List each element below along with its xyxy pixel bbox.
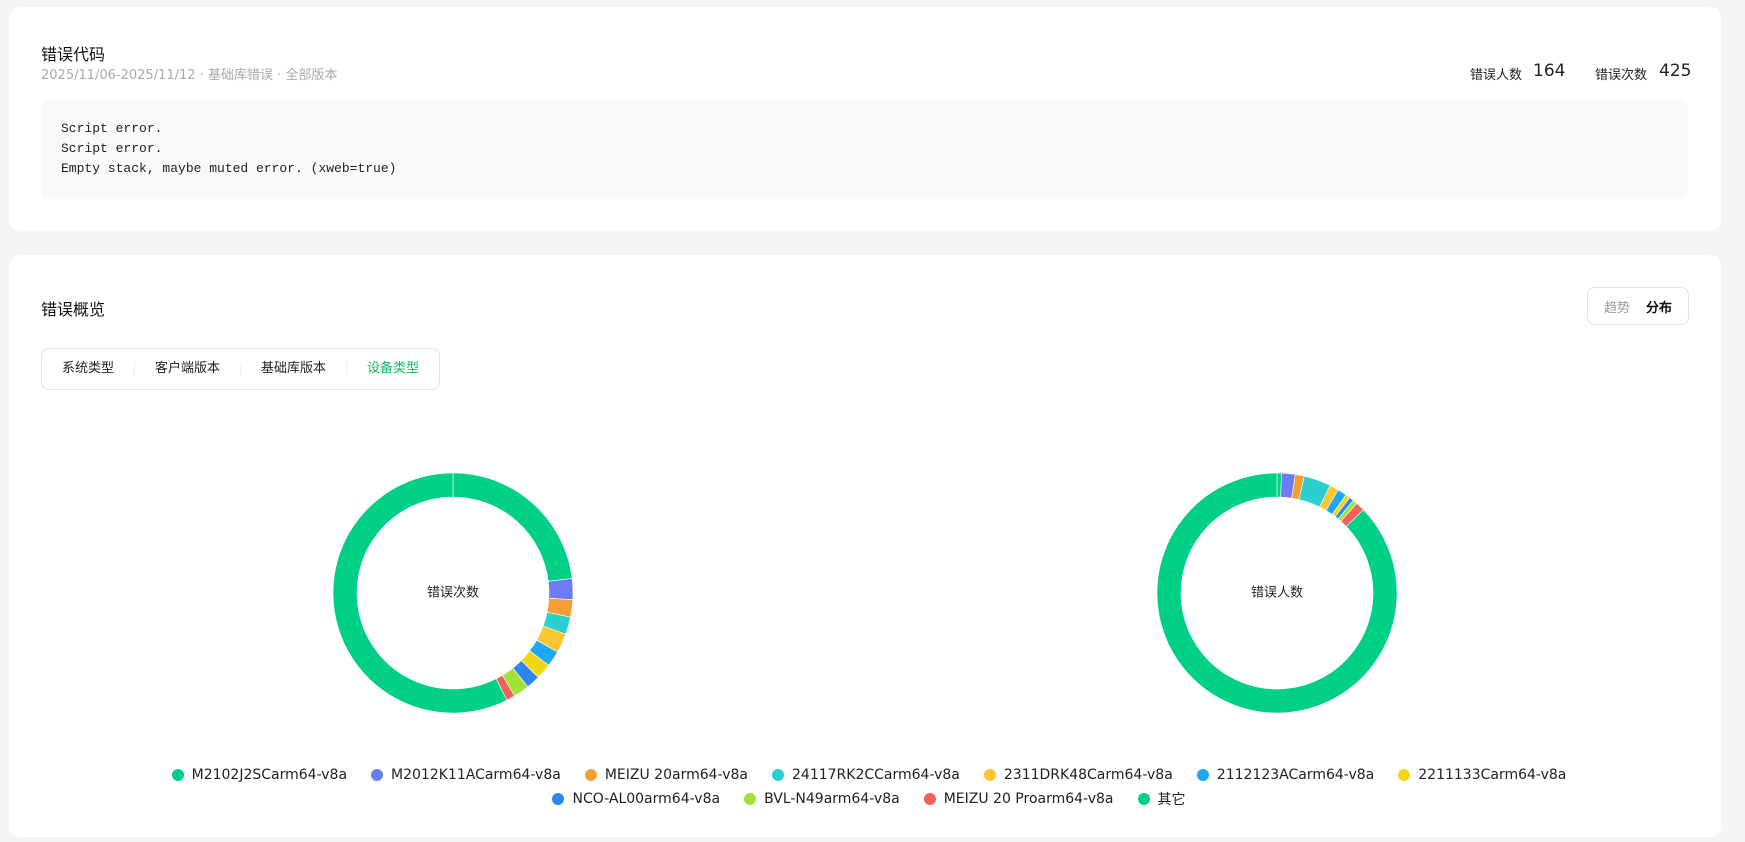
code-block: Script error. Script error. Empty stack,…	[41, 100, 1688, 199]
legend-label: 24117RK2CCarm64-v8a	[792, 767, 960, 783]
legend-label: BVL-N49arm64-v8a	[764, 791, 900, 807]
legend: M2102J2SCarm64-v8a M2012K11ACarm64-v8a MEI…	[69, 767, 1669, 809]
card-subtitle: 2025/11/06-2025/11/12 · 基础库错误 · 全部版本	[41, 68, 338, 83]
stat-label: 错误人数	[1470, 68, 1523, 83]
legend-item[interactable]: MEIZU 20 Proarm64-v8a	[923, 789, 1114, 809]
legend-label: M2012K11ACarm64-v8a	[391, 767, 561, 783]
legend-item[interactable]: BVL-N49arm64-v8a	[744, 789, 900, 809]
legend-label: 2211133Carm64-v8a	[1418, 767, 1567, 783]
legend-dot	[584, 769, 597, 781]
legend-label: 2311DRK48Carm64-v8a	[1003, 767, 1173, 783]
section-title: 错误概览	[41, 300, 106, 319]
chart: 错误次数 错误人数	[332, 472, 1398, 714]
code-line: Script error.	[61, 141, 163, 156]
legend-label: 其它	[1157, 792, 1186, 808]
legend-dot	[1137, 793, 1150, 805]
legend-item[interactable]: 2311DRK48Carm64-v8a	[983, 767, 1173, 783]
stat-value: 425	[1659, 61, 1692, 81]
tab[interactable]: 客户端版本	[135, 362, 242, 376]
legend-item[interactable]: NCO-AL00arm64-v8a	[552, 789, 720, 809]
legend-item[interactable]: 2211133Carm64-v8a	[1398, 767, 1566, 783]
stat-value: 164	[1533, 61, 1566, 81]
toggle-option[interactable]: 趋势	[1603, 300, 1630, 316]
legend-item[interactable]: M2012K11ACarm64-v8a	[371, 767, 561, 783]
donut-label: 错误次数	[427, 585, 479, 601]
legend-dot	[171, 769, 184, 781]
legend-dot	[552, 793, 565, 805]
tab[interactable]: 设备类型	[367, 361, 420, 376]
overview-card: 错误概览 趋势 分布 系统类型 客户端版本 基础库版本 设备类型 错误次数 错误人数 M2…	[9, 255, 1721, 837]
legend-item[interactable]: 24117RK2CCarm64-v8a	[772, 767, 960, 783]
code-line: Empty stack, maybe muted error. (xweb=tr…	[61, 161, 397, 176]
tab-bar: 系统类型 客户端版本 基础库版本 设备类型	[41, 348, 441, 390]
legend-item[interactable]: 2112123ACarm64-v8a	[1196, 767, 1375, 783]
view-toggle: 趋势 分布	[1586, 287, 1689, 325]
legend-dot	[772, 769, 784, 781]
donut-slice	[547, 578, 574, 600]
legend-label: 2112123ACarm64-v8a	[1216, 767, 1375, 783]
legend-dot	[1398, 769, 1411, 781]
legend-dot	[744, 793, 757, 805]
donut-label: 错误人数	[1251, 586, 1303, 601]
legend-label: NCO-AL00arm64-v8a	[572, 791, 721, 807]
tab[interactable]: 系统类型	[42, 362, 136, 376]
legend-label: M2102J2SCarm64-v8a	[191, 767, 348, 783]
donut-slice	[1156, 472, 1398, 714]
donut-slice	[452, 472, 573, 582]
code-line: Script error.	[61, 121, 163, 136]
legend-dot	[923, 793, 936, 805]
stat-label: 错误次数	[1595, 68, 1648, 83]
toggle-option[interactable]: 分布	[1645, 300, 1672, 316]
error-card: 错误代码 2025/11/06-2025/11/12 · 基础库错误 · 全部版…	[9, 7, 1721, 231]
legend-dot	[371, 769, 384, 781]
legend-label: MEIZU 20 Proarm64-v8a	[943, 791, 1114, 807]
donut-slice	[332, 472, 508, 714]
legend-label: MEIZU 20arm64-v8a	[604, 767, 748, 783]
legend-dot	[1196, 769, 1209, 781]
legend-item[interactable]: M2102J2SCarm64-v8a	[171, 767, 348, 783]
legend-item[interactable]: MEIZU 20arm64-v8a	[584, 767, 748, 783]
tab[interactable]: 基础库版本	[241, 362, 348, 376]
legend-item[interactable]: 其它	[1137, 789, 1186, 809]
legend-dot	[983, 769, 996, 781]
card-title: 错误代码	[41, 45, 106, 64]
